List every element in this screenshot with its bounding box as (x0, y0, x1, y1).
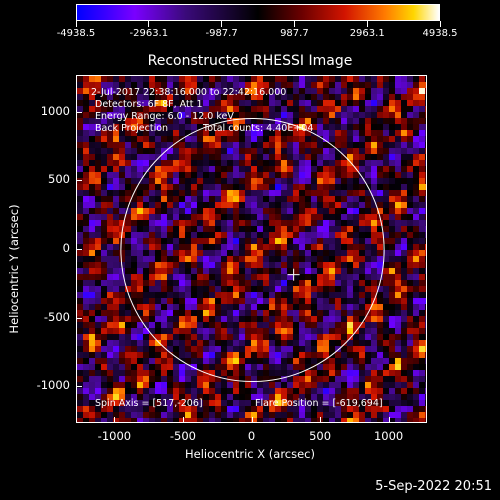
y-tick-label: -500 (43, 309, 70, 324)
annotation-energy-range: Energy Range: 6.0 - 12.0 keV (95, 111, 234, 122)
colorbar-tick (293, 21, 295, 27)
solar-disk-limb (120, 117, 385, 383)
annotation-detectors: Detectors: 6F 8F, Att 1 (95, 99, 203, 110)
y-axis-label: Heliocentric Y (arcsec) (7, 204, 21, 334)
colorbar-tick-label: -2963.1 (129, 28, 169, 39)
x-tick-label: -1000 (97, 429, 132, 443)
colorbar-tick-label: -4938.5 (56, 28, 96, 39)
annotation-method: Back Projection (95, 123, 169, 134)
x-tick (114, 417, 116, 423)
colorbar (76, 4, 440, 21)
annotation-flare-position: Flare Position = [-619,694] (255, 398, 383, 409)
footer-date: 5-Sep-2022 20:51 (375, 479, 492, 494)
x-tick (320, 417, 322, 423)
plot-title: Reconstructed RHESSI Image (147, 53, 353, 69)
colorbar-tick (221, 21, 223, 27)
x-tick-label: 0 (247, 429, 256, 443)
y-tick (76, 386, 82, 387)
y-tick (76, 180, 82, 182)
colorbar-tick (439, 21, 441, 27)
colorbar-tick-label: 2963.1 (349, 28, 385, 39)
y-tick-label: 500 (48, 172, 70, 187)
y-tick (76, 317, 82, 319)
rhessi-heatmap (77, 76, 426, 422)
y-tick (76, 249, 82, 250)
annotation-total-counts: Total counts: 4.40E+04 (203, 123, 314, 134)
y-tick-label: 1000 (40, 103, 70, 118)
x-axis-label: Heliocentric X (arcsec) (185, 447, 315, 461)
y-tick-label: -1000 (36, 378, 70, 392)
y-tick-label: 0 (62, 241, 70, 255)
colorbar-tick (366, 21, 368, 27)
x-tick-label: -500 (169, 429, 196, 443)
x-tick (251, 417, 253, 423)
annotation-time-range: 2-Jul-2017 22:38:16.000 to 22:42:16.000 (91, 87, 287, 98)
colorbar-tick-label: -987.7 (205, 28, 238, 39)
image-plot-area[interactable]: 2-Jul-2017 22:38:16.000 to 22:42:16.000 … (76, 75, 427, 423)
annotation-spin-axis: Spin Axis = [517,-206] (95, 398, 203, 409)
colorbar-tick (75, 21, 77, 27)
colorbar-tick (148, 21, 150, 27)
x-tick (182, 417, 184, 423)
x-tick (388, 417, 390, 423)
colorbar-tick-label: 4938.5 (422, 28, 458, 39)
x-tick-label: 500 (309, 429, 332, 443)
x-tick-label: 1000 (373, 429, 404, 443)
colorbar-tick-label: 987.7 (280, 28, 309, 39)
y-tick (76, 111, 82, 113)
heatmap-pixels (77, 76, 426, 422)
